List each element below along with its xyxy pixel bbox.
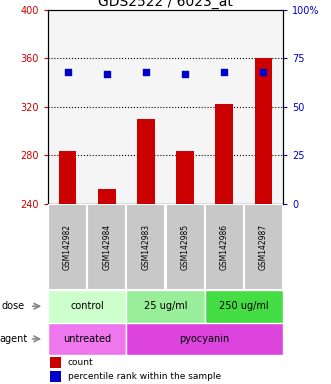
Point	[143, 69, 149, 75]
Text: agent: agent	[0, 334, 27, 344]
Title: GDS2522 / 6023_at: GDS2522 / 6023_at	[98, 0, 233, 8]
Bar	[255, 58, 272, 204]
Bar	[215, 104, 233, 204]
Bar	[126, 204, 166, 290]
Bar	[48, 323, 126, 355]
Bar	[137, 119, 155, 204]
Text: control: control	[70, 301, 104, 311]
Bar	[48, 204, 87, 290]
Bar	[48, 290, 126, 323]
Point	[182, 71, 188, 77]
Bar	[50, 371, 61, 382]
Point	[104, 71, 109, 77]
Bar	[98, 189, 116, 204]
Bar	[126, 323, 283, 355]
Text: pyocyanin: pyocyanin	[179, 334, 230, 344]
Text: 25 ug/ml: 25 ug/ml	[144, 301, 187, 311]
Bar	[244, 204, 283, 290]
Bar	[59, 151, 76, 204]
Text: GSM142987: GSM142987	[259, 223, 268, 270]
Point	[222, 69, 227, 75]
Bar	[205, 204, 244, 290]
Text: GSM142985: GSM142985	[181, 223, 190, 270]
Bar	[87, 204, 126, 290]
Text: GSM142984: GSM142984	[102, 223, 111, 270]
Text: count: count	[68, 358, 94, 367]
Text: GSM142982: GSM142982	[63, 224, 72, 270]
Text: percentile rank within the sample: percentile rank within the sample	[68, 372, 221, 381]
Text: 250 ug/ml: 250 ug/ml	[219, 301, 269, 311]
Bar	[126, 290, 205, 323]
Bar	[176, 151, 194, 204]
Bar	[166, 204, 205, 290]
Bar	[205, 290, 283, 323]
Point	[65, 69, 70, 75]
Text: dose: dose	[2, 301, 25, 311]
Text: GSM142986: GSM142986	[220, 223, 229, 270]
Text: untreated: untreated	[63, 334, 111, 344]
Bar	[50, 357, 61, 368]
Point	[261, 69, 266, 75]
Text: GSM142983: GSM142983	[141, 223, 150, 270]
